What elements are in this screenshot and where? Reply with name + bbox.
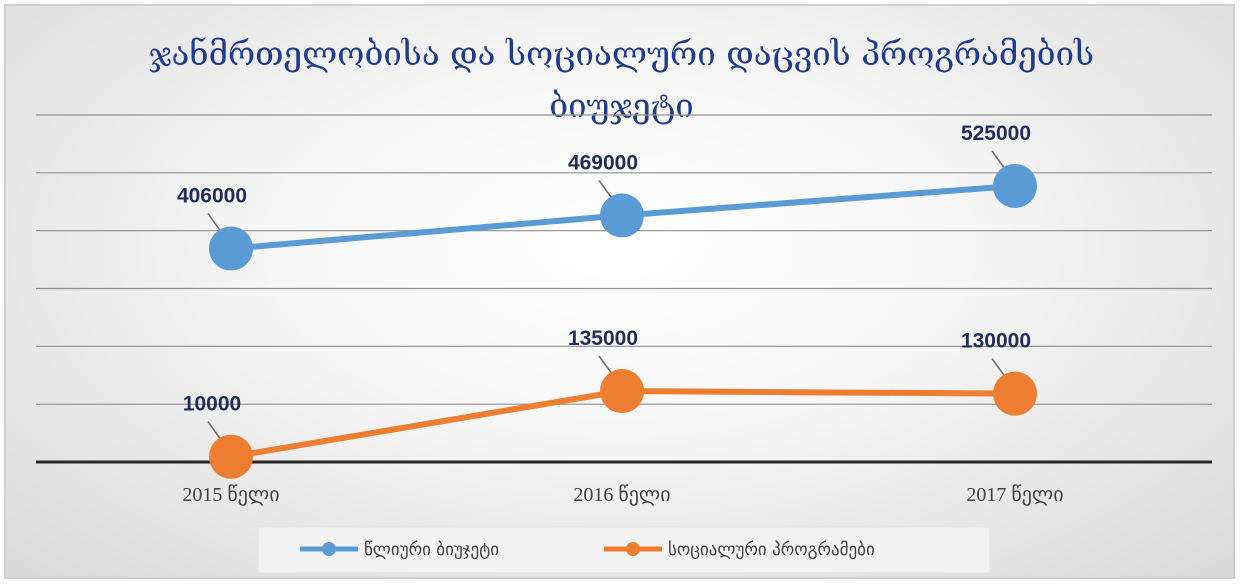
x-tick-label: 2017 წელი <box>966 484 1063 506</box>
chart-frame: ჯანმრთელობისა და სოციალური დაცვის პროგრა… <box>4 4 1235 579</box>
legend-marker-series-2 <box>626 542 640 556</box>
data-label: 406000 <box>177 185 247 208</box>
data-label: 10000 <box>183 393 241 416</box>
legend-marker-series-1 <box>322 542 336 556</box>
data-point <box>209 434 253 479</box>
series-group: 406000 469000 525000 10000 135000 130000 <box>177 122 1037 479</box>
chart-title-line-2: ბიუჯეტი <box>549 86 694 125</box>
data-point <box>600 369 644 414</box>
x-tick-label: 2015 წელი <box>182 484 279 506</box>
data-point <box>993 371 1037 416</box>
data-label: 525000 <box>961 122 1031 145</box>
x-axis-ticks: 2015 წელი 2016 წელი 2017 წელი <box>182 484 1063 506</box>
data-label: 469000 <box>568 151 638 174</box>
legend-label-series-1: წლიური ბიუჯეტი <box>364 540 499 560</box>
legend-label-series-2: სოციალური პროგრამები <box>668 540 875 560</box>
x-tick-label: 2016 წელი <box>573 484 670 506</box>
data-point <box>993 163 1037 208</box>
data-label: 130000 <box>961 330 1031 353</box>
data-point <box>209 226 253 271</box>
legend: წლიური ბიუჯეტი სოციალური პროგრამები <box>257 526 991 574</box>
chart-title: ჯანმრთელობისა და სოციალური დაცვის პროგრა… <box>6 28 1237 132</box>
data-point <box>600 193 644 238</box>
data-label: 135000 <box>568 327 638 350</box>
chart-title-line-1: ჯანმრთელობისა და სოციალური დაცვის პროგრა… <box>148 34 1095 73</box>
